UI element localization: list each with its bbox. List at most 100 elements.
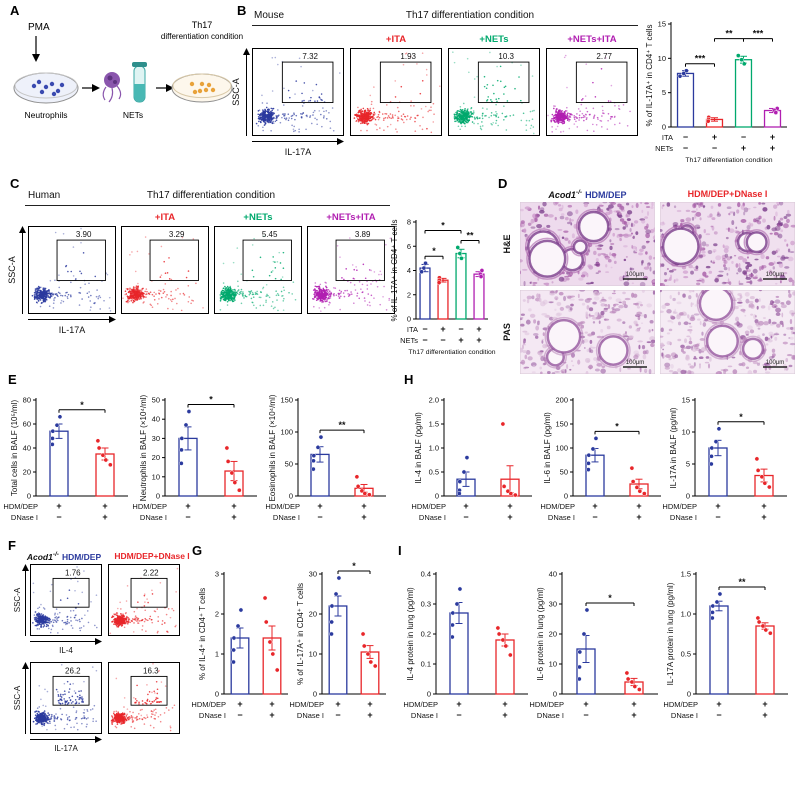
panel-a-schematic: PMA Neutrophils xyxy=(13,20,243,120)
svg-text:IL-17A in BALF (pg/ml): IL-17A in BALF (pg/ml) xyxy=(669,407,678,488)
svg-text:+: + xyxy=(476,324,481,334)
d-row-he-label: H&E xyxy=(502,234,512,254)
arrow-right-icon xyxy=(82,84,100,92)
svg-text:−: − xyxy=(440,335,445,345)
svg-text:5: 5 xyxy=(662,88,666,97)
svg-text:**: ** xyxy=(338,420,346,430)
svg-text:1.93: 1.93 xyxy=(400,52,416,61)
svg-text:50: 50 xyxy=(152,396,160,405)
bar-chart-il4-cd4: 0 1 2 3% of IL-4⁺ in CD4⁺ T cells HDM/DEP + + D… xyxy=(191,558,294,732)
svg-text:8: 8 xyxy=(407,218,411,227)
svg-text:10: 10 xyxy=(658,54,666,63)
svg-text:NETs: NETs xyxy=(655,144,673,153)
svg-text:20: 20 xyxy=(23,468,31,477)
svg-text:3.89: 3.89 xyxy=(355,230,371,239)
f-col1-title: HDM/DEP xyxy=(61,551,102,562)
svg-text:+: + xyxy=(636,501,641,511)
svg-text:30: 30 xyxy=(152,434,160,443)
svg-text:ITA: ITA xyxy=(407,325,418,334)
th17-label-line2: differentiation condition xyxy=(161,32,243,41)
c-condition-ita: +ITA xyxy=(154,212,176,223)
panel-c-species: Human xyxy=(28,190,61,201)
svg-text:+: + xyxy=(317,501,322,511)
svg-text:100μm: 100μm xyxy=(626,272,644,278)
svg-text:40: 40 xyxy=(152,415,160,424)
svg-text:Eosinophils in BALF (×10⁴/ml): Eosinophils in BALF (×10⁴/ml) xyxy=(268,394,277,501)
svg-text:+: + xyxy=(761,501,766,511)
svg-text:−: − xyxy=(422,335,427,345)
svg-text:HDM/DEP: HDM/DEP xyxy=(3,502,38,511)
f-y-axis-arrow-bottom xyxy=(22,662,29,734)
svg-text:ITA: ITA xyxy=(662,133,673,142)
svg-text:HDM/DEP: HDM/DEP xyxy=(662,502,697,511)
flow-plot-c-control: 3.90 xyxy=(28,226,116,314)
svg-text:HDM/DEP: HDM/DEP xyxy=(411,502,446,511)
panel-g-label: G xyxy=(192,543,203,558)
svg-text:+: + xyxy=(102,512,107,522)
bar-chart-mouse-il17a: 0 5 10 15% of IL-17A⁺ in CD4⁺ T cells *** ** *… xyxy=(645,8,793,176)
f-x-axis-label-bottom: IL-17A xyxy=(54,744,78,753)
svg-text:2: 2 xyxy=(407,290,411,299)
svg-text:−: − xyxy=(715,512,720,522)
panel-c-label: C xyxy=(10,176,20,191)
panel-b-header-rule xyxy=(252,25,638,26)
svg-text:100μm: 100μm xyxy=(626,360,644,366)
flow-plot-c-nets-ita: 3.89 xyxy=(307,226,395,314)
histology-pas-dnase: 100μm xyxy=(660,290,795,374)
arrow-down-icon xyxy=(32,36,40,62)
d-col2-header: HDM/DEP+DNase I xyxy=(687,189,768,199)
svg-text:DNase I: DNase I xyxy=(419,513,446,522)
flow-plot-b-ita: 1.93 xyxy=(350,48,442,136)
svg-text:DNase I: DNase I xyxy=(670,513,697,522)
tube-icon xyxy=(132,62,147,103)
b-x-axis-arrow xyxy=(252,138,344,145)
panel-b-label: B xyxy=(237,3,247,18)
svg-text:−: − xyxy=(422,324,427,334)
svg-text:+: + xyxy=(231,512,236,522)
svg-text:HDM/DEP: HDM/DEP xyxy=(265,502,300,511)
svg-text:*: * xyxy=(441,220,445,230)
svg-text:*: * xyxy=(615,421,619,431)
svg-text:−: − xyxy=(56,512,61,522)
bar-chart-neutrophils-balf: 0 10 20 30 40 50 Neutrophils in BALF (×10⁴/ml)… xyxy=(132,384,263,534)
panel-b-header: Th17 differentiation condition xyxy=(405,10,535,21)
f-genotype: Acod1 xyxy=(26,551,53,562)
b-y-axis-label: SSC-A xyxy=(231,78,241,106)
f-col1-header: Acod1-/- HDM/DEP xyxy=(26,551,102,562)
panel-c-header-rule xyxy=(25,205,390,206)
svg-text:+: + xyxy=(361,501,366,511)
svg-text:0.5: 0.5 xyxy=(429,468,439,477)
flow-plot-c-ita: 3.29 xyxy=(121,226,209,314)
svg-text:+: + xyxy=(770,143,775,153)
svg-text:10: 10 xyxy=(152,472,160,481)
bar-chart-total-cells-balf: 0 20 40 60 80 Total cells in BALF (10⁵/ml) * HD… xyxy=(3,384,134,534)
bar-chart-human-il17a: 0 2 4 6 8% of IL-17A⁺ in CD4⁺ T cells * * ** ITA… xyxy=(390,206,496,368)
bar-chart-il6-lung: 0 10 20 30 40 IL-6 protein in lung (pg/ml) * HD… xyxy=(529,558,664,732)
svg-text:0: 0 xyxy=(662,123,666,132)
svg-text:0: 0 xyxy=(407,315,411,324)
net-cell-icon xyxy=(102,72,122,103)
svg-text:+: + xyxy=(592,501,597,511)
svg-text:+: + xyxy=(361,512,366,522)
svg-text:0: 0 xyxy=(564,492,568,501)
arrow-right-icon xyxy=(156,84,174,92)
flow-plot-f-il4-dnase: 2.22 xyxy=(108,564,180,636)
svg-text:−: − xyxy=(458,324,463,334)
panel-d-label: D xyxy=(498,176,508,191)
panel-c-header: Th17 differentiation condition xyxy=(146,190,276,201)
svg-text:50: 50 xyxy=(285,460,293,469)
svg-text:Th17 differentiation condition: Th17 differentiation condition xyxy=(685,157,772,164)
c-y-axis-arrow xyxy=(19,226,26,314)
svg-text:−: − xyxy=(185,512,190,522)
svg-text:100μm: 100μm xyxy=(766,360,784,366)
svg-text:DNase I: DNase I xyxy=(11,513,38,522)
svg-text:−: − xyxy=(463,512,468,522)
bar-chart-il6-balf: 0 50 100 150 200 IL-6 in BALF (pg/ml) * HDM/DEP… xyxy=(540,384,667,534)
svg-text:4: 4 xyxy=(407,266,411,275)
svg-text:**: ** xyxy=(466,230,474,240)
flow-plot-c-nets: 5.45 xyxy=(214,226,302,314)
svg-text:+: + xyxy=(458,335,463,345)
panel-e-label: E xyxy=(8,372,17,387)
d-col1-header: Acod1-/- HDM/DEP xyxy=(548,189,627,200)
